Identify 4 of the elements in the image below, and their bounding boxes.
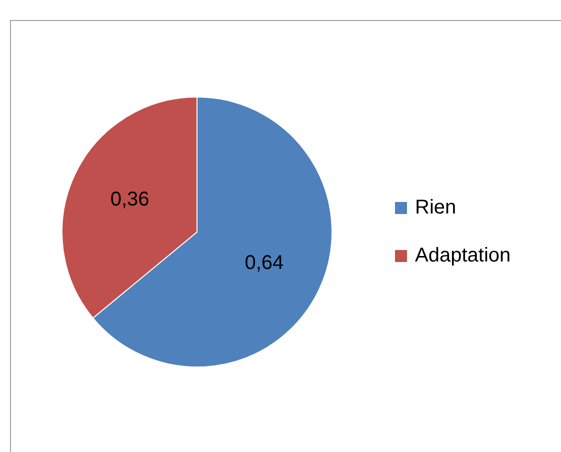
data-label: 0,36	[110, 188, 150, 211]
data-label: 0,64	[244, 252, 284, 274]
legend-label: Adaptation	[415, 244, 511, 266]
legend-label: Rien	[415, 196, 456, 218]
